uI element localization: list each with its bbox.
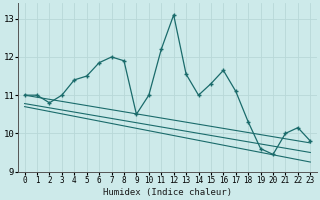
X-axis label: Humidex (Indice chaleur): Humidex (Indice chaleur) xyxy=(103,188,232,197)
